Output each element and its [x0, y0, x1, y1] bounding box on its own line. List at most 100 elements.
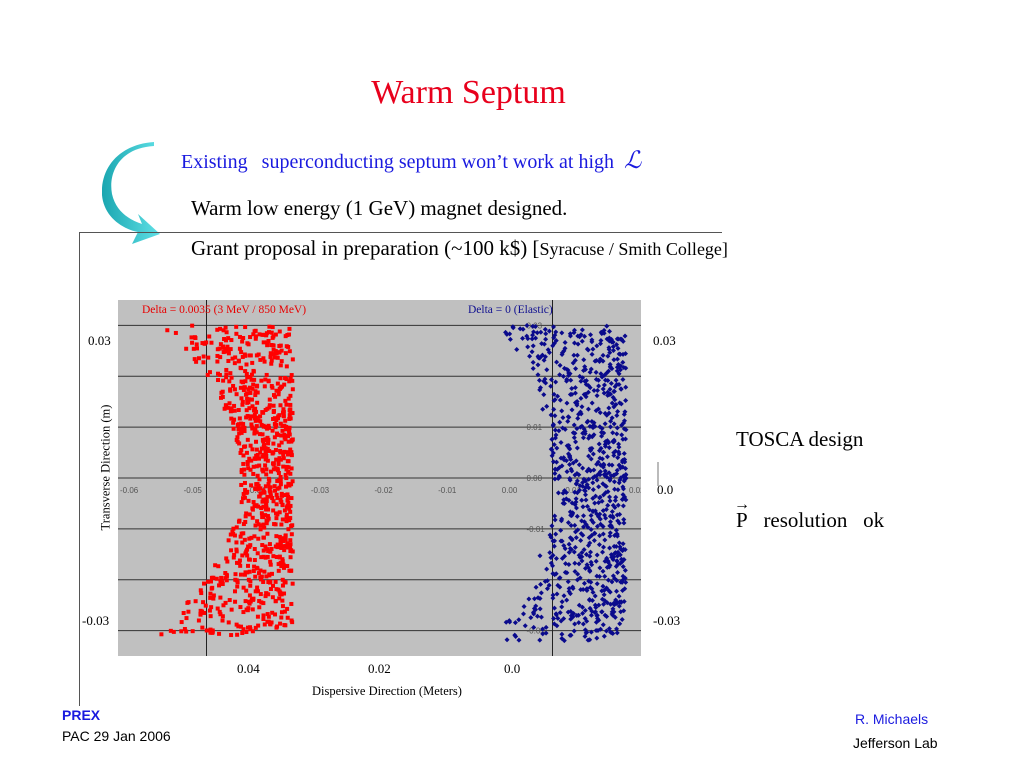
- blue-data-point: [531, 624, 537, 630]
- resolution-text: resolution ok: [747, 508, 885, 532]
- blue-data-point: [601, 633, 607, 639]
- red-data-point: [277, 329, 282, 334]
- blue-data-point: [608, 519, 614, 525]
- blue-data-point: [622, 547, 628, 553]
- blue-data-point: [582, 366, 588, 372]
- blue-data-point: [539, 341, 545, 347]
- red-data-point: [284, 377, 289, 382]
- blue-data-point: [589, 586, 595, 592]
- red-data-point: [232, 387, 237, 392]
- blue-data-point: [566, 414, 572, 420]
- blue-data-point: [550, 563, 556, 569]
- blue-data-point: [569, 500, 575, 506]
- blue-data-point: [524, 322, 530, 328]
- blue-data-point: [581, 524, 587, 530]
- blue-data-point: [612, 614, 618, 620]
- resolution-note: → P resolution ok: [734, 496, 885, 533]
- red-data-point: [200, 341, 205, 346]
- blue-data-point: [623, 397, 629, 403]
- red-data-point: [273, 332, 278, 337]
- blue-data-point: [600, 622, 606, 628]
- blue-data-point: [610, 430, 616, 436]
- blue-data-point: [576, 472, 582, 478]
- blue-data-point: [529, 336, 535, 342]
- blue-data-point: [582, 378, 588, 384]
- blue-data-point: [507, 331, 513, 337]
- red-data-point: [179, 629, 184, 634]
- blue-data-point: [596, 542, 602, 548]
- red-data-point: [226, 348, 231, 353]
- red-data-point: [263, 544, 268, 549]
- red-data-point: [261, 617, 266, 622]
- red-data-point: [258, 414, 263, 419]
- blue-data-point: [621, 450, 627, 456]
- blue-data-point: [591, 467, 597, 473]
- red-data-point: [213, 563, 218, 568]
- red-data-point: [260, 515, 265, 520]
- red-data-point: [259, 422, 264, 427]
- red-data-point: [278, 474, 283, 479]
- red-data-point: [265, 343, 270, 348]
- red-data-point: [289, 466, 294, 471]
- blue-data-point: [579, 423, 585, 429]
- blue-data-point: [557, 610, 563, 616]
- red-data-point: [159, 632, 164, 637]
- red-data-point: [264, 521, 269, 526]
- red-data-point: [255, 390, 260, 395]
- red-data-point: [264, 331, 269, 336]
- blue-data-point: [588, 629, 594, 635]
- blue-data-point: [605, 489, 611, 495]
- red-data-point: [238, 563, 243, 568]
- red-data-point: [261, 579, 266, 584]
- blue-data-point: [551, 543, 557, 549]
- blue-data-point: [520, 335, 526, 341]
- red-data-point: [265, 514, 270, 519]
- red-data-point: [228, 532, 233, 537]
- red-data-point: [280, 384, 285, 389]
- blue-data-point: [550, 422, 556, 428]
- red-data-point: [269, 358, 274, 363]
- red-data-point: [287, 379, 292, 384]
- inner-y-tick-label: -0.03: [527, 627, 546, 636]
- blue-data-point: [552, 513, 558, 519]
- blue-data-point: [602, 512, 608, 518]
- red-data-point: [248, 467, 253, 472]
- blue-data-point: [571, 327, 577, 333]
- red-data-point: [274, 555, 279, 560]
- blue-data-point: [595, 459, 601, 465]
- blue-data-point: [576, 552, 582, 558]
- red-data-point: [253, 574, 258, 579]
- blue-data-point: [606, 328, 612, 334]
- red-data-point: [234, 392, 239, 397]
- red-data-point: [244, 450, 249, 455]
- red-data-point: [241, 585, 246, 590]
- blue-data-point: [623, 351, 629, 357]
- red-data-point: [232, 552, 237, 557]
- blue-data-point: [614, 600, 620, 606]
- red-data-point: [239, 500, 244, 505]
- blue-data-point: [559, 636, 565, 642]
- blue-data-point: [611, 421, 617, 427]
- red-data-point: [259, 511, 264, 516]
- y-tick-left-top: 0.03: [88, 333, 111, 348]
- red-data-point: [262, 443, 267, 448]
- blue-data-point: [606, 445, 612, 451]
- red-data-point: [260, 543, 265, 548]
- blue-data-point: [537, 606, 543, 612]
- red-data-point: [258, 592, 263, 597]
- blue-data-point: [542, 326, 548, 332]
- blue-data-point: [580, 504, 586, 510]
- red-data-point: [254, 424, 259, 429]
- red-data-point: [280, 428, 285, 433]
- red-data-point: [279, 491, 284, 496]
- red-data-point: [241, 496, 246, 501]
- red-data-point: [196, 618, 201, 623]
- red-data-point: [249, 483, 254, 488]
- red-data-point: [282, 591, 287, 596]
- red-data-point: [275, 486, 280, 491]
- red-data-point: [277, 413, 282, 418]
- blue-data-point: [516, 637, 522, 643]
- red-data-point: [207, 608, 212, 613]
- blue-data-point: [562, 345, 568, 351]
- red-data-point: [238, 572, 243, 577]
